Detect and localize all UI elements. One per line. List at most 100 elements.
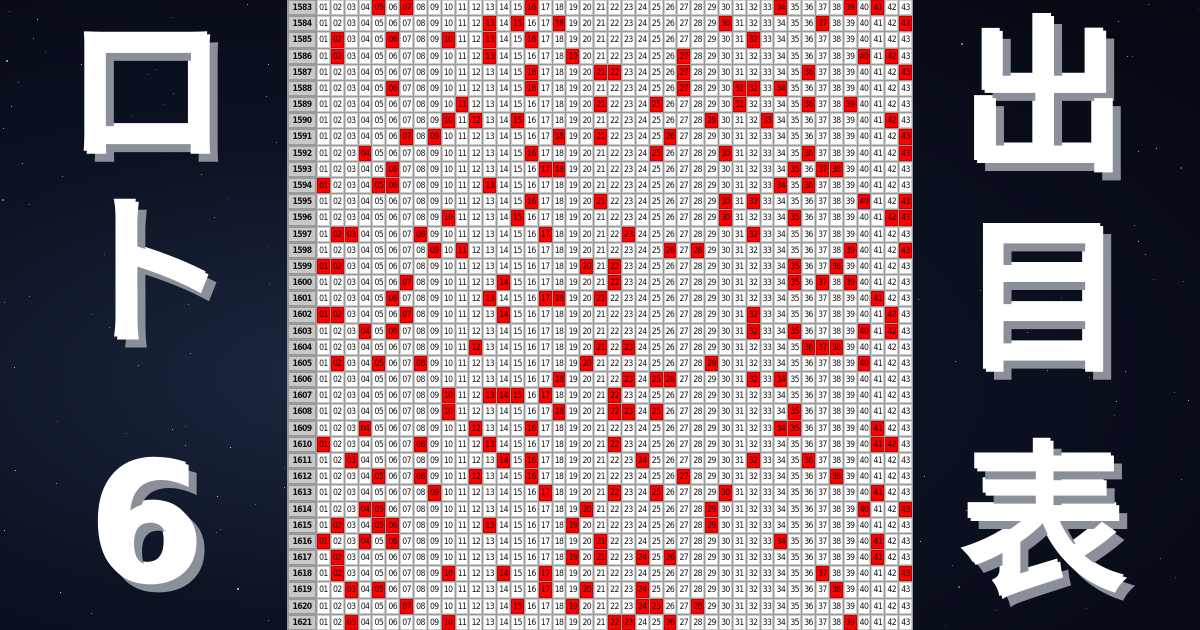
star [1060,296,1062,298]
number-cell: 04 [358,129,372,145]
left-title-loto6: ロ ト 6 [58,0,238,630]
number-cell: 14 [497,145,511,161]
number-cell: 16 [524,550,538,566]
hit-number-cell: 26 [663,242,677,258]
number-cell: 43 [899,48,912,64]
number-cell: 36 [802,210,815,226]
number-cell: 37 [815,97,829,113]
number-cell: 36 [802,258,815,275]
number-cell: 04 [358,161,372,177]
number-cell: 23 [621,517,635,533]
number-cell: 14 [497,226,511,242]
number-cell: 20 [580,129,594,145]
number-cell: 15 [511,436,524,453]
number-cell: 39 [843,355,857,372]
number-cell: 39 [843,48,857,64]
number-cell: 08 [414,80,427,97]
hit-number-cell: 24 [635,582,649,598]
hit-number-cell: 33 [760,113,774,129]
hit-number-cell: 17 [538,226,552,242]
number-cell: 12 [469,129,483,145]
number-cell: 33 [760,355,774,372]
hit-number-cell: 29 [705,517,718,533]
number-cell: 31 [732,501,746,517]
number-cell: 34 [774,453,788,469]
number-cell: 07 [400,436,414,453]
number-cell: 35 [788,533,802,550]
number-cell: 22 [608,420,621,436]
number-cell: 33 [760,16,774,32]
number-cell: 33 [760,161,774,177]
number-cell: 33 [760,323,774,339]
star [944,624,946,626]
hit-number-cell: 04 [358,145,372,161]
number-cell: 17 [538,113,552,129]
number-cell: 01 [317,291,330,307]
number-cell: 16 [524,372,538,388]
number-cell: 40 [857,404,871,420]
number-cell: 39 [843,388,857,404]
number-cell: 38 [829,404,843,420]
number-cell: 10 [441,64,455,80]
hit-number-cell: 43 [899,242,912,258]
hit-number-cell: 20 [580,582,594,598]
number-cell: 08 [414,485,427,501]
hit-number-cell: 06 [386,517,400,533]
number-cell: 37 [815,598,829,614]
star [13,367,15,369]
number-cell: 29 [705,436,718,453]
number-cell: 43 [899,420,912,436]
number-cell: 18 [552,501,566,517]
number-cell: 17 [538,129,552,145]
star [11,106,13,108]
draw-number: 1605 [288,355,316,372]
number-cell: 07 [400,242,414,258]
number-cell: 19 [566,32,580,48]
number-cell: 34 [774,64,788,80]
number-cell: 23 [621,436,635,453]
number-cell: 33 [760,145,774,161]
draw-number: 1621 [288,614,316,630]
number-cell: 01 [317,145,330,161]
number-cell: 12 [469,388,483,404]
star [90,612,92,614]
number-cell: 37 [815,436,829,453]
number-cell: 19 [566,566,580,582]
number-cell: 33 [760,242,774,258]
number-cell: 37 [815,550,829,566]
number-cell: 36 [802,323,815,339]
hit-number-cell: 42 [885,436,899,453]
number-cell: 06 [386,614,400,630]
number-cell: 08 [414,614,427,630]
hit-number-cell: 12 [469,339,483,355]
number-cell: 41 [871,145,885,161]
draw-number: 1596 [288,210,316,226]
number-cell: 33 [760,469,774,485]
number-cell: 26 [663,582,677,598]
star [21,163,23,165]
number-cell: 39 [843,517,857,533]
number-cell: 18 [552,145,566,161]
number-cell: 19 [566,0,580,16]
number-cell: 03 [344,210,358,226]
hit-number-cell: 23 [621,339,635,355]
number-cell: 05 [372,97,386,113]
number-cell: 23 [621,32,635,48]
number-cell: 19 [566,420,580,436]
number-cell: 34 [774,210,788,226]
number-cell: 38 [829,177,843,194]
star [219,529,221,530]
number-cell: 38 [829,291,843,307]
number-cell: 31 [732,291,746,307]
number-cell: 13 [483,614,497,630]
number-cell: 35 [788,242,802,258]
number-cell: 10 [441,550,455,566]
number-cell: 29 [705,161,718,177]
number-cell: 33 [760,64,774,80]
star [1118,21,1120,23]
number-cell: 06 [386,210,400,226]
number-cell: 26 [663,0,677,16]
hit-number-cell: 35 [788,404,802,420]
number-cell: 20 [580,48,594,64]
star [284,487,286,489]
